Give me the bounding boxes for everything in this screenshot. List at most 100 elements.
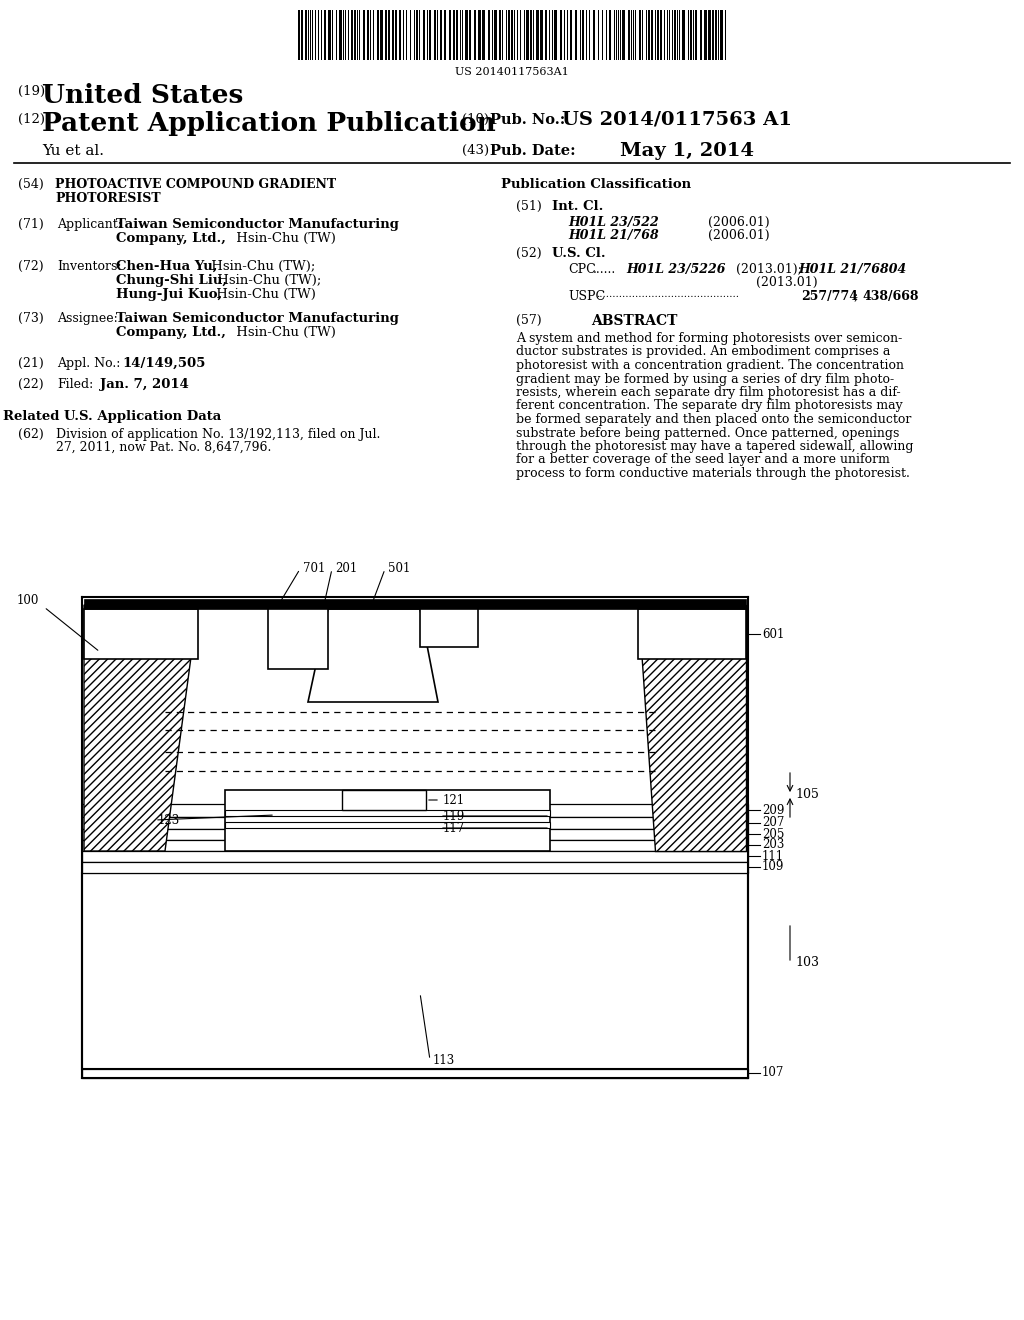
Text: 257/774: 257/774: [801, 290, 858, 304]
Text: Inventors:: Inventors:: [57, 260, 122, 273]
Text: 105: 105: [795, 788, 819, 801]
Bar: [657, 11, 659, 59]
Text: Taiwan Semiconductor Manufacturing: Taiwan Semiconductor Manufacturing: [116, 218, 399, 231]
Text: 119: 119: [443, 809, 465, 822]
Bar: [526, 11, 529, 59]
Text: for a better coverage of the seed layer and a more uniform: for a better coverage of the seed layer …: [516, 454, 890, 466]
Text: U.S. Cl.: U.S. Cl.: [552, 247, 605, 260]
Text: 207: 207: [762, 817, 784, 829]
Polygon shape: [84, 609, 198, 659]
Text: Hsin-Chu (TW): Hsin-Chu (TW): [212, 288, 315, 301]
Bar: [377, 11, 379, 59]
Text: (12): (12): [18, 114, 45, 125]
Text: 123: 123: [158, 813, 180, 826]
Text: (2013.01): (2013.01): [756, 276, 817, 289]
Bar: [362, 11, 365, 59]
Text: (51): (51): [516, 201, 542, 213]
Text: through the photoresist may have a tapered sidewall, allowing: through the photoresist may have a taper…: [516, 440, 913, 453]
Bar: [530, 11, 532, 59]
Bar: [582, 11, 584, 59]
Bar: [474, 11, 476, 59]
Text: (19): (19): [18, 84, 45, 98]
Text: US 20140117563A1: US 20140117563A1: [455, 67, 569, 77]
Bar: [715, 11, 717, 59]
Text: Pub. Date:: Pub. Date:: [490, 144, 575, 158]
Text: (2013.01);: (2013.01);: [736, 263, 806, 276]
Text: 117: 117: [443, 821, 465, 834]
Polygon shape: [638, 605, 746, 851]
Text: (73): (73): [18, 312, 44, 325]
Text: A system and method for forming photoresists over semicon-: A system and method for forming photores…: [516, 333, 902, 345]
Text: (43): (43): [462, 144, 489, 157]
Bar: [429, 11, 431, 59]
Text: 113: 113: [433, 1053, 456, 1067]
Bar: [639, 11, 641, 59]
Bar: [423, 11, 425, 59]
Bar: [682, 11, 685, 59]
Bar: [453, 11, 455, 59]
Text: 209: 209: [762, 804, 784, 817]
Polygon shape: [82, 829, 748, 840]
Bar: [720, 11, 723, 59]
Bar: [705, 11, 707, 59]
Text: Publication Classification: Publication Classification: [501, 178, 691, 191]
Text: PHOTOACTIVE COMPOUND GRADIENT: PHOTOACTIVE COMPOUND GRADIENT: [55, 178, 336, 191]
Text: 201: 201: [335, 562, 357, 576]
Text: Hsin-Chu (TW);: Hsin-Chu (TW);: [213, 275, 322, 286]
Text: 14/149,505: 14/149,505: [122, 356, 206, 370]
Text: Chung-Shi Liu,: Chung-Shi Liu,: [116, 275, 227, 286]
Polygon shape: [308, 609, 438, 702]
Text: photoresist with a concentration gradient. The concentration: photoresist with a concentration gradien…: [516, 359, 904, 372]
Text: (10): (10): [462, 114, 489, 125]
Text: 501: 501: [388, 562, 411, 576]
Bar: [609, 11, 611, 59]
Bar: [354, 11, 356, 59]
Polygon shape: [268, 609, 328, 669]
Text: H01L 23/5226: H01L 23/5226: [626, 263, 725, 276]
Bar: [708, 11, 711, 59]
Text: (2006.01): (2006.01): [708, 228, 770, 242]
Polygon shape: [82, 873, 748, 1069]
Text: resists, wherein each separate dry film photoresist has a dif-: resists, wherein each separate dry film …: [516, 385, 901, 399]
Bar: [570, 11, 572, 59]
Bar: [712, 11, 714, 59]
Polygon shape: [84, 599, 746, 609]
Bar: [508, 11, 510, 59]
Text: process to form conductive materials through the photoresist.: process to form conductive materials thr…: [516, 467, 910, 480]
Text: 601: 601: [762, 627, 784, 640]
Text: Assignee:: Assignee:: [57, 312, 118, 325]
Bar: [301, 11, 303, 59]
Bar: [494, 11, 497, 59]
Bar: [388, 11, 390, 59]
Text: (57): (57): [516, 314, 542, 327]
Bar: [351, 11, 353, 59]
Text: (54): (54): [18, 178, 44, 191]
Text: H01L 21/76804: H01L 21/76804: [798, 263, 906, 276]
Polygon shape: [225, 810, 550, 816]
Text: 109: 109: [762, 861, 784, 874]
Text: Taiwan Semiconductor Manufacturing: Taiwan Semiconductor Manufacturing: [116, 312, 399, 325]
Bar: [545, 11, 547, 59]
Polygon shape: [225, 822, 550, 828]
Bar: [395, 11, 397, 59]
Bar: [499, 11, 501, 59]
Text: (71): (71): [18, 218, 44, 231]
Text: H01L 23/522: H01L 23/522: [568, 216, 658, 228]
Text: 100: 100: [17, 594, 39, 606]
Bar: [554, 11, 557, 59]
Bar: [328, 11, 331, 59]
Text: ......: ......: [593, 263, 616, 276]
Text: Appl. No.:: Appl. No.:: [57, 356, 121, 370]
Text: 701: 701: [303, 562, 326, 576]
Text: Hsin-Chu (TW): Hsin-Chu (TW): [232, 232, 336, 246]
Text: (2006.01): (2006.01): [708, 216, 770, 228]
Text: USPC: USPC: [568, 290, 605, 304]
Bar: [444, 11, 446, 59]
Text: 205: 205: [762, 828, 784, 841]
Bar: [700, 11, 702, 59]
Polygon shape: [82, 862, 748, 873]
Text: US 2014/0117563 A1: US 2014/0117563 A1: [562, 111, 792, 129]
Text: Hsin-Chu (TW);: Hsin-Chu (TW);: [207, 260, 315, 273]
Text: 107: 107: [762, 1067, 784, 1080]
Polygon shape: [342, 789, 426, 810]
